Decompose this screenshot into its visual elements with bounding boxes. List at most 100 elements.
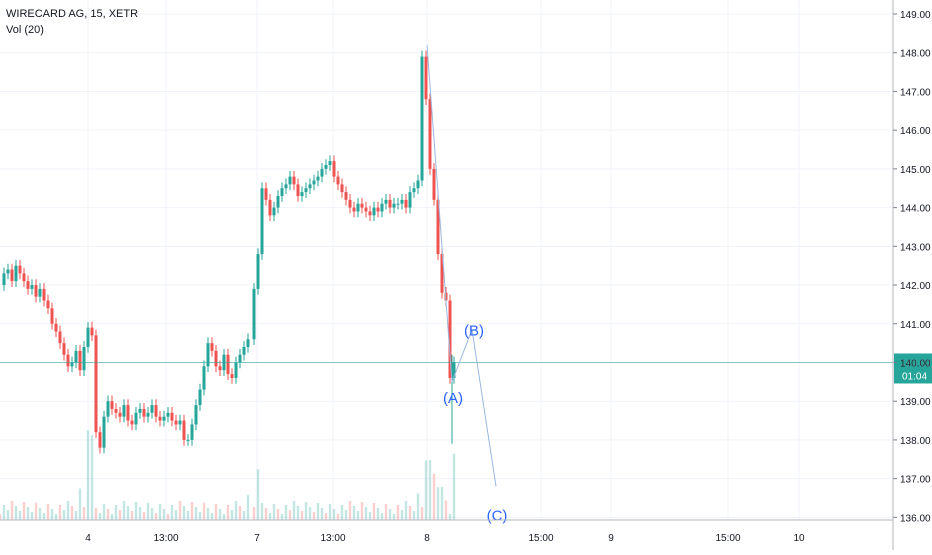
volume-bar — [392, 514, 396, 520]
candle-body — [66, 354, 70, 367]
candle-body — [86, 327, 90, 347]
candle-body — [82, 346, 86, 371]
volume-bar — [74, 511, 78, 520]
volume-bar — [284, 505, 288, 520]
wave-line — [451, 329, 473, 383]
candle-body — [58, 331, 62, 344]
volume-bar — [170, 505, 174, 520]
volume-bar — [368, 512, 372, 520]
volume-bar — [94, 508, 98, 520]
candle-body — [62, 343, 66, 355]
time-tick-label: 10 — [793, 533, 805, 544]
candle-body — [118, 412, 122, 417]
wave-line — [426, 44, 453, 382]
price-tick-label: 148.00 — [900, 49, 931, 60]
candle-body — [284, 184, 288, 189]
volume-bar — [348, 501, 352, 520]
wave-label-b: (B) — [464, 323, 484, 340]
candle-body — [428, 99, 432, 169]
volume-bar — [62, 510, 66, 520]
candle-body — [30, 285, 34, 289]
candle-body — [268, 199, 272, 216]
time-tick-label: 8 — [424, 533, 430, 544]
volume-bar — [190, 502, 194, 520]
volume-bar — [256, 469, 260, 520]
candle-body — [230, 374, 234, 378]
candle-body — [404, 199, 408, 208]
volume-bar — [234, 501, 238, 520]
volume-bar — [42, 513, 46, 520]
candle-body — [26, 281, 30, 289]
candle-body — [178, 420, 182, 425]
time-tick-label: 13:00 — [320, 533, 345, 544]
candle-body — [166, 412, 170, 417]
candle-body — [2, 273, 6, 286]
candle-body — [400, 199, 404, 204]
volume-bar — [142, 512, 146, 520]
candle-layer — [2, 50, 456, 454]
candle-body — [308, 184, 312, 189]
candle-body — [214, 350, 218, 367]
wave-line — [471, 329, 497, 487]
volume-bar — [218, 509, 222, 520]
volume-bar — [22, 502, 26, 520]
countdown-label: 01:04 — [902, 371, 927, 382]
candle-body — [182, 420, 186, 440]
volume-bar — [58, 505, 62, 520]
volume-bar — [90, 435, 94, 520]
candle-body — [260, 188, 264, 255]
candle-body — [388, 199, 392, 208]
candle-body — [34, 285, 38, 297]
candle-body — [316, 176, 320, 181]
candle-body — [372, 207, 376, 216]
candle-body — [50, 308, 54, 324]
volume-bar — [202, 503, 206, 520]
symbol-title[interactable]: WIRECARD AG, 15, XETR — [6, 8, 139, 20]
candle-body — [94, 335, 98, 433]
candle-body — [122, 405, 126, 417]
volume-bar — [272, 504, 276, 520]
price-tick-label: 138.00 — [900, 436, 931, 447]
volume-bar — [86, 430, 90, 520]
price-tick-label: 136.00 — [900, 513, 931, 524]
volume-bar — [222, 514, 226, 520]
candle-body — [238, 354, 242, 363]
price-tick-label: 140.00 — [900, 358, 931, 369]
candle-body — [408, 192, 412, 208]
volume-bar — [110, 514, 114, 520]
candle-body — [264, 188, 268, 200]
candle-body — [106, 401, 110, 417]
volume-bar — [396, 505, 400, 520]
candle-body — [162, 416, 166, 421]
volume-bar — [102, 504, 106, 520]
volume-bar — [336, 514, 340, 520]
volume-bar — [226, 505, 230, 520]
price-tick-label: 144.00 — [900, 204, 931, 215]
candle-body — [276, 195, 280, 208]
candle-body — [126, 405, 130, 421]
candle-body — [320, 168, 324, 177]
volume-bar — [146, 503, 150, 520]
volume-bar — [162, 509, 166, 520]
volume-bar — [276, 509, 280, 520]
candle-body — [150, 405, 154, 413]
volume-indicator-label[interactable]: Vol (20) — [6, 24, 44, 36]
volume-bar — [194, 507, 198, 520]
candle-body — [452, 362, 456, 378]
candle-body — [436, 199, 440, 255]
volume-bar — [126, 506, 130, 520]
volume-bar — [246, 494, 250, 520]
candle-body — [376, 207, 380, 212]
candle-body — [432, 168, 436, 200]
volume-bar — [332, 509, 336, 520]
price-tick-label: 139.00 — [900, 397, 931, 408]
candle-body — [356, 203, 360, 212]
candle-body — [352, 207, 356, 212]
candle-body — [384, 199, 388, 204]
volume-bar — [206, 508, 210, 520]
candle-body — [242, 346, 246, 355]
time-tick-label: 15:00 — [715, 533, 740, 544]
candle-body — [14, 265, 18, 282]
